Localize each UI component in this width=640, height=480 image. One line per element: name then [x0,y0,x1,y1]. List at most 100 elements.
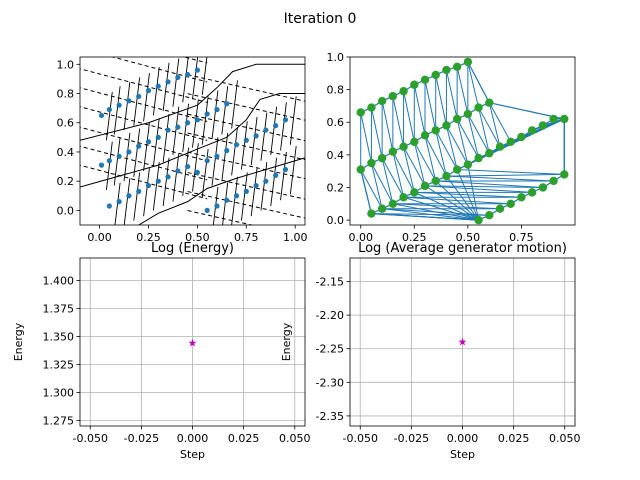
data-point [106,203,112,209]
cell-divider [192,99,199,148]
data-point [214,203,220,209]
cell-divider [231,127,238,176]
mesh-node [367,158,376,168]
cell-divider [182,103,190,153]
data-point [126,193,132,199]
mesh-node [517,132,526,142]
x-tick-label: -0.050 [342,432,377,445]
cell-divider [231,80,238,129]
cell-divider [211,90,219,139]
cell-divider [250,167,258,217]
mesh-edge [424,185,543,188]
figure-suptitle: Iteration 0 [284,11,357,27]
cell-divider [143,167,150,217]
mesh-node [431,70,440,80]
mesh-edge [403,196,479,221]
x-tick-label: 0.50 [456,231,481,244]
cell-divider [270,106,278,155]
data-point [126,149,132,155]
mesh-node [442,121,451,130]
data-point [136,143,142,149]
mesh-edge [467,61,480,108]
y-tick-label: 0.8 [57,88,75,101]
mesh-edge [467,61,490,103]
data-point [136,93,142,100]
cell-divider [260,112,268,161]
data-point [224,101,230,107]
x-tick-label: 1.00 [283,231,308,244]
cell-divider [201,96,209,145]
data-point [98,162,105,168]
y-tick-label: -2.20 [316,309,344,322]
mesh-edge [424,79,437,131]
mesh-edge [370,107,383,159]
mesh-node [538,183,548,192]
axes-frame [349,56,576,226]
dashed-line [80,87,208,122]
mesh-node [431,126,440,135]
y-tick-label: 1.0 [57,58,75,71]
cell-divider [152,162,160,211]
mesh-edge [478,107,501,147]
mesh-node [560,114,569,124]
mesh-node [549,114,558,124]
data-point [263,178,269,184]
mesh-edge [445,125,458,170]
data-point [204,207,210,213]
data-point [185,163,191,170]
x-tick-label: 0.50 [185,231,210,244]
data-point [175,168,181,174]
panel-bottom-left: -0.050 -0.025 0.000 0.025 0.050 1.275 1.300 1.3… [12,241,311,461]
mesh-node [388,91,398,101]
cell-divider [192,57,199,100]
cell-divider [289,146,297,195]
mesh-edge [392,96,405,147]
mesh-edge [381,100,394,152]
y-tick-label: 1.275 [43,414,75,427]
data-point [185,71,191,78]
mesh-edge [435,180,543,188]
cell-divider [270,157,278,207]
mesh-edge [435,130,458,170]
mesh-edge [403,91,415,142]
data-point [273,123,279,129]
mesh-node [474,153,483,163]
cell-divider [201,57,208,96]
mesh-node [538,121,548,130]
cell-divider [211,137,219,186]
mesh-edge [445,125,469,165]
cell-divider [250,116,258,166]
mesh-edge [424,135,447,177]
mesh-node [410,137,419,147]
mesh-node [463,109,473,119]
cell-divider [143,122,150,172]
data-point [155,83,161,89]
mesh-node [377,96,387,106]
data-point [233,142,240,148]
y-tick-label: 0.4 [327,149,345,162]
mesh-edge [403,146,426,187]
data-point [185,120,191,126]
dashed-line [80,145,208,181]
mesh-node [399,193,408,202]
panel-top-left: 0.00 0.25 0.50 0.75 1.00 0.0 0.2 0.4 0.6 0.8 1.0 [57,56,308,244]
mesh-edge [360,169,383,209]
mesh-edge [360,169,373,214]
mesh-edge [424,185,479,221]
data-point [165,79,171,85]
cell-boundary [138,157,305,225]
y-tick-label: 0.6 [57,117,75,130]
x-axis-label: Step [450,448,475,461]
data-point [224,147,230,154]
cell-divider [162,157,170,207]
mesh-node [474,215,483,225]
mesh-node [517,193,526,202]
cell-divider [162,113,170,163]
dashed-line [187,151,305,180]
mesh-edge [392,203,479,221]
cell-divider [280,151,287,201]
mesh-node [495,204,505,213]
data-point [155,134,161,140]
y-tick-label: 1.0 [327,51,345,64]
